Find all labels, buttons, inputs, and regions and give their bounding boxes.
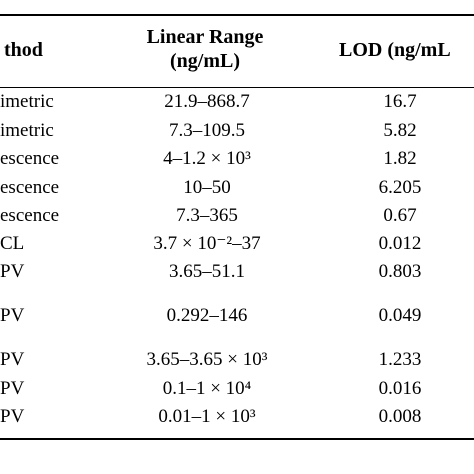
top-rule bbox=[0, 14, 474, 16]
cell-method: escence bbox=[0, 205, 60, 226]
table-row: PV 0.1–1 × 10⁴ 0.016 bbox=[0, 378, 474, 400]
cell-lod-text: 0.049 bbox=[378, 305, 422, 326]
table-row: escence 4–1.2 × 10³ 1.82 bbox=[0, 148, 474, 170]
table-row: PV 3.65–3.65 × 10³ 1.233 bbox=[0, 349, 474, 371]
cell-method: PV bbox=[0, 305, 25, 326]
table-row: escence 7.3–365 0.67 bbox=[0, 205, 474, 227]
cell-range-text: 10–50 bbox=[183, 177, 231, 198]
cell-lod-text: 0.803 bbox=[378, 261, 422, 282]
header-linear-range-line2: (ng/mL) bbox=[170, 50, 240, 72]
cell-lod-text: 0.67 bbox=[383, 205, 417, 226]
cell-lod-text: 1.233 bbox=[378, 349, 422, 370]
cell-range-text: 3.7 × 10⁻²–37 bbox=[153, 233, 261, 254]
header-rule bbox=[0, 87, 474, 88]
cell-method: imetric bbox=[0, 91, 54, 112]
table-row: escence 10–50 6.205 bbox=[0, 177, 474, 199]
cell-lod-text: 5.82 bbox=[383, 120, 417, 141]
cell-range-text: 4–1.2 × 10³ bbox=[163, 148, 251, 169]
cell-lod-text: 0.012 bbox=[378, 233, 422, 254]
cell-method: escence bbox=[0, 177, 60, 198]
cell-lod-text: 16.7 bbox=[383, 91, 417, 112]
cell-range-text: 0.1–1 × 10⁴ bbox=[162, 378, 252, 399]
cell-lod-text: 6.205 bbox=[378, 177, 422, 198]
cell-method: PV bbox=[0, 378, 25, 399]
cell-method: CL bbox=[0, 233, 25, 254]
cell-lod-text: 1.82 bbox=[383, 148, 417, 169]
header-linear-range-line1: Linear Range bbox=[146, 26, 264, 48]
cell-range-text: 7.3–109.5 bbox=[169, 120, 245, 141]
cell-method: PV bbox=[0, 349, 25, 370]
cell-lod-text: 0.016 bbox=[378, 378, 422, 399]
cell-range-text: 0.292–146 bbox=[166, 305, 248, 326]
cell-range-text: 3.65–51.1 bbox=[169, 261, 245, 282]
table-row: PV 3.65–51.1 0.803 bbox=[0, 261, 474, 283]
cell-method: imetric bbox=[0, 120, 54, 141]
cell-method: escence bbox=[0, 148, 60, 169]
cell-range-text: 3.65–3.65 × 10³ bbox=[146, 349, 268, 370]
header-method: thod bbox=[4, 39, 43, 61]
header-lod: LOD (ng/mL bbox=[339, 39, 451, 61]
table-row: CL 3.7 × 10⁻²–37 0.012 bbox=[0, 233, 474, 255]
table-row: PV 0.01–1 × 10³ 0.008 bbox=[0, 406, 474, 428]
cell-method: PV bbox=[0, 261, 25, 282]
table-row: imetric 7.3–109.5 5.82 bbox=[0, 120, 474, 142]
bottom-rule bbox=[0, 438, 474, 440]
cell-range-text: 0.01–1 × 10³ bbox=[158, 406, 256, 427]
cell-range-text: 7.3–365 bbox=[176, 205, 238, 226]
table-row: PV 0.292–146 0.049 bbox=[0, 305, 474, 327]
cell-method: PV bbox=[0, 406, 25, 427]
table-row: imetric 21.9–868.7 16.7 bbox=[0, 91, 474, 113]
cell-range-text: 21.9–868.7 bbox=[164, 91, 250, 112]
cell-lod-text: 0.008 bbox=[378, 406, 422, 427]
